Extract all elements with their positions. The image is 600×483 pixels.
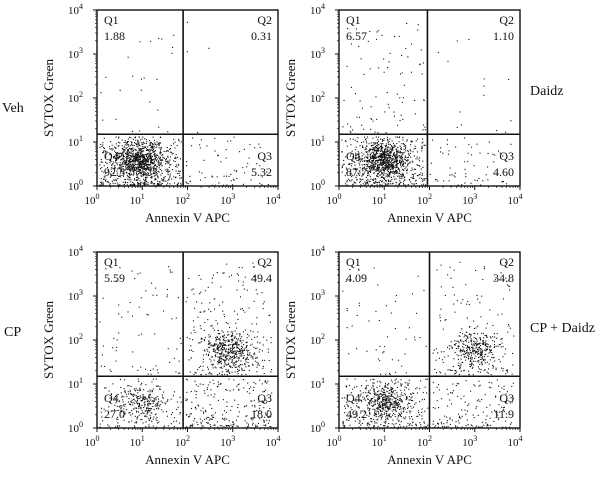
x-tick-label: 101 (130, 192, 145, 207)
quadrant-name: Q3 (499, 391, 514, 405)
y-axis-label: SYTOX Green (283, 58, 298, 137)
condition-label: CP (4, 325, 21, 340)
y-tick-label: 103 (310, 288, 325, 303)
quadrant-percent: 49.2 (346, 407, 367, 421)
quadrant-percent: 11.9 (493, 407, 514, 421)
quadrant-percent: 27.0 (104, 407, 125, 421)
x-tick-label: 100 (85, 192, 100, 207)
quadrant-percent: 18.0 (251, 407, 272, 421)
y-tick-label: 104 (68, 2, 83, 17)
y-tick-label: 101 (310, 134, 325, 149)
quadrant-percent: 4.09 (346, 271, 367, 285)
quadrant-name: Q1 (346, 13, 361, 27)
condition-label: Daidz (530, 84, 563, 99)
scatter-dots (99, 21, 269, 186)
x-axis-label: Annexin V APC (387, 452, 472, 467)
quadrant-percent: 87.7 (346, 165, 367, 179)
quadrant-percent: 34.8 (493, 271, 514, 285)
quadrant-name: Q2 (499, 255, 514, 269)
condition-label: Veh (2, 101, 24, 116)
quadrant-percent: 1.10 (493, 29, 514, 43)
y-tick-label: 101 (68, 134, 83, 149)
x-axis-label: Annexin V APC (387, 210, 472, 225)
y-axis-label: SYTOX Green (283, 300, 298, 379)
x-tick-label: 104 (508, 192, 523, 207)
x-tick-label: 104 (266, 434, 281, 449)
quadrant-name: Q3 (257, 391, 272, 405)
quadrant-name: Q4 (104, 149, 119, 163)
quadrant-percent: 1.88 (104, 29, 125, 43)
y-tick-label: 102 (310, 332, 325, 347)
quadrant-name: Q4 (104, 391, 119, 405)
quadrant-name: Q4 (346, 149, 361, 163)
quadrant-percent: 5.59 (104, 271, 125, 285)
y-tick-label: 101 (310, 376, 325, 391)
x-tick-label: 101 (130, 434, 145, 449)
y-tick-label: 100 (68, 178, 83, 193)
x-tick-label: 102 (175, 192, 190, 207)
x-tick-label: 103 (220, 434, 235, 449)
y-tick-label: 100 (310, 178, 325, 193)
y-tick-label: 104 (310, 2, 325, 17)
y-tick-label: 102 (68, 90, 83, 105)
x-tick-label: 100 (85, 434, 100, 449)
scatter-dots (99, 262, 273, 428)
x-tick-label: 103 (462, 434, 477, 449)
y-tick-label: 102 (310, 90, 325, 105)
x-axis-label: Annexin V APC (145, 452, 230, 467)
x-tick-label: 101 (372, 434, 387, 449)
x-tick-label: 104 (266, 192, 281, 207)
y-tick-label: 100 (310, 420, 325, 435)
quadrant-name: Q1 (346, 255, 361, 269)
x-tick-label: 103 (462, 192, 477, 207)
y-tick-label: 101 (68, 376, 83, 391)
quadrant-name: Q2 (257, 255, 272, 269)
y-tick-label: 103 (68, 46, 83, 61)
quadrant-percent: 92.5 (104, 165, 125, 179)
quadrant-name: Q3 (257, 149, 272, 163)
condition-label: CP + Daidz (530, 321, 595, 336)
quadrant-percent: 5.32 (251, 165, 272, 179)
x-tick-label: 102 (175, 434, 190, 449)
quadrant-name: Q2 (257, 13, 272, 27)
x-tick-label: 102 (417, 434, 432, 449)
x-tick-label: 101 (372, 192, 387, 207)
y-tick-label: 104 (68, 244, 83, 259)
quadrant-name: Q2 (499, 13, 514, 27)
quadrant-percent: 49.4 (251, 271, 272, 285)
x-tick-label: 100 (327, 434, 342, 449)
y-tick-label: 104 (310, 244, 325, 259)
quadrant-percent: 0.31 (251, 29, 272, 43)
x-axis-label: Annexin V APC (145, 210, 230, 225)
scatter-dots (341, 261, 515, 428)
scatter-dots (341, 22, 512, 186)
quadrant-name: Q3 (499, 149, 514, 163)
x-tick-label: 100 (327, 192, 342, 207)
quadrant-name: Q4 (346, 391, 361, 405)
y-axis-label: SYTOX Green (41, 300, 56, 379)
quadrant-percent: 4.60 (493, 165, 514, 179)
quadrant-percent: 6.57 (346, 29, 367, 43)
x-tick-label: 104 (508, 434, 523, 449)
x-tick-label: 103 (220, 192, 235, 207)
y-tick-label: 103 (68, 288, 83, 303)
y-tick-label: 103 (310, 46, 325, 61)
y-tick-label: 102 (68, 332, 83, 347)
quadrant-name: Q1 (104, 13, 119, 27)
x-tick-label: 102 (417, 192, 432, 207)
y-tick-label: 100 (68, 420, 83, 435)
y-axis-label: SYTOX Green (41, 58, 56, 137)
quadrant-name: Q1 (104, 255, 119, 269)
